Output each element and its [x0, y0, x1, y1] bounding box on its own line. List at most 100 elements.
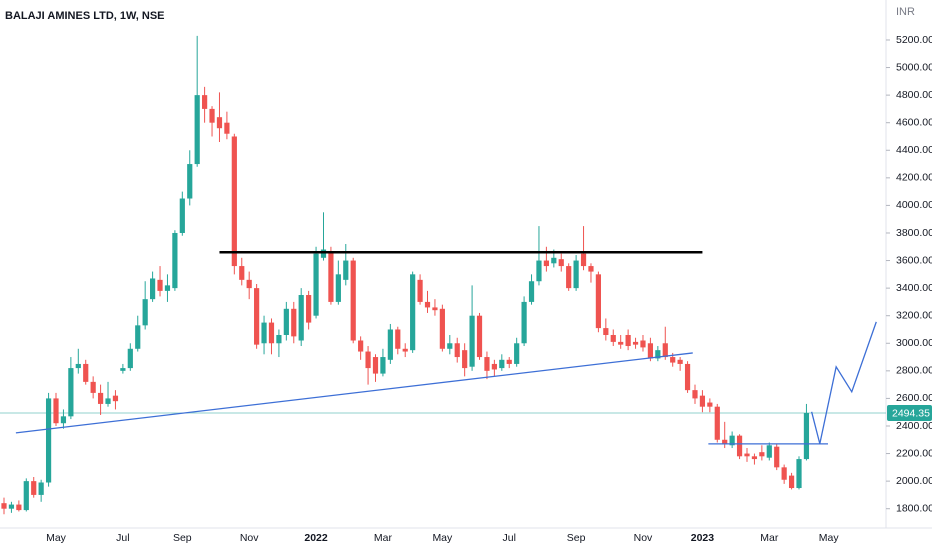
last-price-badge — [887, 404, 932, 421]
candle-body — [350, 260, 356, 341]
x-tick-label: Nov — [634, 532, 653, 544]
candle-body — [179, 198, 185, 233]
y-tick-label: 2600.00 — [896, 392, 932, 404]
y-tick-label: 2400.00 — [896, 420, 932, 432]
candle-body — [194, 95, 200, 165]
candle-body — [707, 402, 713, 407]
candle-body — [202, 95, 208, 109]
y-tick-label: 2000.00 — [896, 475, 932, 487]
candle-body — [803, 412, 810, 460]
candle-body — [268, 322, 275, 344]
candle-body — [491, 363, 497, 370]
candle-body — [83, 363, 89, 382]
candle-body — [729, 435, 735, 446]
y-tick-label: 5200.00 — [896, 34, 932, 46]
candle-body — [68, 368, 74, 417]
candle-body — [484, 357, 490, 371]
candle-body — [395, 329, 401, 349]
candle-body — [670, 357, 676, 363]
y-tick-label: 1800.00 — [896, 502, 932, 514]
candle-body — [454, 343, 460, 358]
x-tick-label: Sep — [567, 532, 586, 544]
y-tick-label: 4800.00 — [896, 89, 932, 101]
candle-body — [380, 357, 386, 374]
candle-body — [558, 259, 564, 267]
candle-body — [744, 453, 750, 457]
candle-body — [164, 285, 171, 291]
candle-body — [335, 274, 341, 302]
candle-body — [1, 503, 7, 509]
candle-body — [625, 334, 631, 347]
candle-body — [31, 481, 37, 495]
candle-body — [521, 301, 527, 344]
candle-body — [677, 359, 683, 364]
candle-body — [618, 341, 624, 345]
x-tick-label: Mar — [760, 532, 779, 544]
candle-body — [736, 435, 743, 457]
candle-body — [759, 452, 765, 457]
candle-body — [60, 416, 67, 424]
candle-body — [424, 301, 431, 308]
candle-body — [16, 504, 22, 511]
candle-body — [543, 260, 549, 267]
candle-body — [573, 260, 579, 289]
candle-body — [447, 343, 453, 349]
candle-body — [632, 341, 639, 345]
candle-body — [53, 398, 59, 424]
x-tick-label: Sep — [173, 532, 192, 544]
candle-body — [774, 446, 780, 468]
candle-body — [372, 357, 379, 374]
y-tick-label: 2800.00 — [896, 365, 932, 377]
drawn-line — [15, 352, 693, 434]
candle-body — [283, 308, 289, 335]
candle-body — [536, 260, 542, 282]
candle-body — [358, 340, 364, 352]
candle-body — [105, 398, 111, 404]
y-tick-label: 3600.00 — [896, 254, 932, 266]
y-tick-label: 2200.00 — [896, 447, 932, 459]
x-tick-label: Nov — [240, 532, 259, 544]
candle-body — [699, 395, 706, 407]
candle-body — [150, 278, 156, 300]
candle-body — [588, 266, 594, 272]
candle-body — [684, 363, 691, 391]
candle-body — [75, 363, 81, 369]
candle-body — [603, 328, 609, 335]
candle-body — [343, 260, 349, 280]
candle-body — [216, 117, 223, 129]
candle-body — [135, 325, 141, 349]
candle-body — [209, 108, 215, 123]
currency-label: INR — [896, 6, 915, 18]
candle-body — [506, 359, 512, 364]
candle-body — [142, 299, 148, 326]
x-tick-label: May — [432, 532, 453, 544]
candle-body — [766, 445, 772, 458]
candle-body — [781, 467, 787, 480]
candle-body — [120, 368, 126, 371]
y-tick-label: 4400.00 — [896, 144, 932, 156]
x-tick-label: 2022 — [304, 532, 328, 544]
candle-body — [462, 350, 468, 369]
candle-body — [38, 482, 44, 495]
y-tick-label: 5000.00 — [896, 61, 932, 73]
candle-body — [157, 279, 163, 291]
candle-body — [365, 351, 371, 369]
candle-body — [127, 348, 133, 369]
candle-body — [23, 481, 29, 511]
candle-body — [499, 359, 505, 369]
drawn-line — [811, 321, 877, 444]
candle-body — [231, 136, 237, 267]
candle-body — [402, 348, 408, 352]
candle-body — [313, 253, 319, 316]
x-tick-label: Jul — [116, 532, 129, 544]
candle-body — [97, 392, 104, 404]
candle-body — [276, 334, 282, 344]
candle-body — [306, 295, 312, 323]
candle-body — [469, 315, 475, 367]
candle-body — [476, 315, 483, 358]
candle-body — [610, 334, 616, 342]
candle-body — [45, 398, 52, 483]
candle-body — [722, 439, 728, 444]
